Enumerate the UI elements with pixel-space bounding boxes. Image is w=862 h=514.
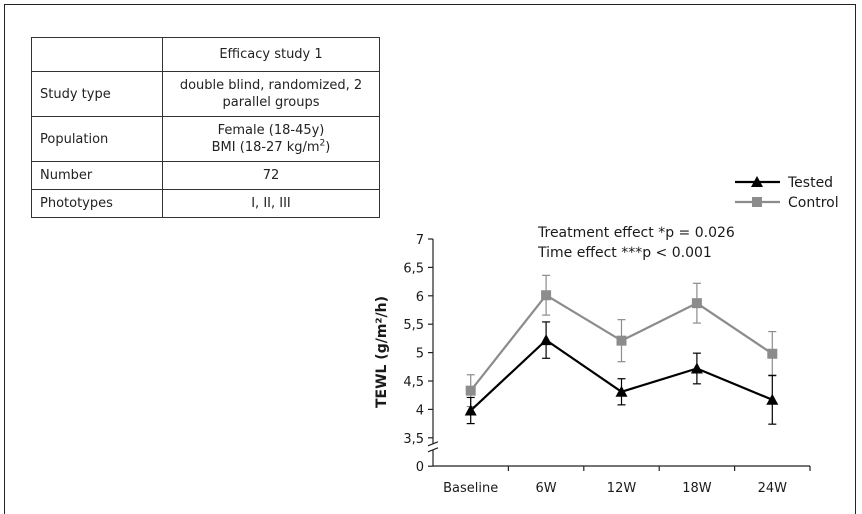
data-point-tested xyxy=(464,404,477,416)
time-effect-annotation: Time effect ***p < 0.001 xyxy=(537,245,712,261)
bmi-superscript: 2 xyxy=(319,138,326,149)
table-header-cell-study: Efficacy study 1 xyxy=(162,37,380,72)
table-row: Population Female (18-45y) BMI (18-27 kg… xyxy=(31,116,380,162)
legend-item-tested: Tested xyxy=(735,175,833,191)
y-tick-label: 4,5 xyxy=(403,375,424,390)
legend-marker xyxy=(751,176,763,187)
table-row-label: Population xyxy=(31,116,163,162)
table-row-value: double blind, randomized, 2 parallel gro… xyxy=(162,71,380,117)
figure-frame xyxy=(4,4,856,514)
data-point-control xyxy=(691,298,702,309)
chart-series xyxy=(464,274,779,425)
x-tick-label: 12W xyxy=(607,481,637,496)
population-line-1: Female (18-45y) xyxy=(217,123,325,138)
table-row: Phototypes I, II, III xyxy=(31,189,380,218)
axis-break-mark xyxy=(427,447,439,453)
y-tick-label: 7 xyxy=(416,233,424,248)
legend-label: Control xyxy=(788,195,839,211)
y-tick-label: 3,5 xyxy=(403,432,424,447)
y-tick-label: 6,5 xyxy=(403,261,424,276)
chart-legend: Tested Control xyxy=(735,175,839,211)
x-tick-label: 24W xyxy=(758,481,788,496)
bmi-text: BMI (18-27 kg/m xyxy=(211,140,320,155)
treatment-effect-annotation: Treatment effect *p = 0.026 xyxy=(537,225,735,241)
population-line-2: BMI (18-27 kg/m2) xyxy=(171,139,371,156)
table-row-value: Female (18-45y) BMI (18-27 kg/m2) xyxy=(162,116,380,162)
y-tick-label: 6 xyxy=(416,290,424,305)
data-point-control xyxy=(465,385,476,396)
table-header-cell-empty xyxy=(31,37,163,72)
x-tick-label: 6W xyxy=(536,481,557,496)
study-info-table: Efficacy study 1 Study type double blind… xyxy=(31,37,380,218)
data-point-tested xyxy=(615,385,628,397)
data-point-tested xyxy=(540,334,553,346)
data-point-control xyxy=(616,335,627,346)
x-tick-label: 18W xyxy=(682,481,712,496)
legend-label: Tested xyxy=(787,175,833,191)
axis-break-mark xyxy=(427,441,439,447)
data-point-tested xyxy=(766,393,779,405)
data-point-control xyxy=(767,348,778,359)
table-row-label: Study type xyxy=(31,71,163,117)
y-axis-label: TEWL (g/m²/h) xyxy=(374,296,390,408)
table-row-label: Phototypes xyxy=(31,189,163,218)
bmi-tail: ) xyxy=(325,140,331,155)
chart-axes: 0 3,5 4 4,5 5 5,5 6 6,5 7 Baseline 6W 12W 18W 24W xyxy=(403,233,811,496)
y-tick-label: 5 xyxy=(416,347,424,362)
data-point-control xyxy=(541,290,552,301)
table-row: Number 72 xyxy=(31,161,380,190)
y-tick-label: 5,5 xyxy=(403,318,424,333)
data-point-tested xyxy=(690,362,703,374)
legend-item-control: Control xyxy=(735,195,839,211)
legend-marker xyxy=(752,197,762,207)
table-header-row: Efficacy study 1 xyxy=(31,37,380,72)
table-row-value: 72 xyxy=(162,161,380,190)
series-tested xyxy=(464,321,779,425)
table-row-label: Number xyxy=(31,161,163,190)
x-tick-label: Baseline xyxy=(443,481,498,496)
y-tick-label: 0 xyxy=(416,460,424,475)
table-row: Study type double blind, randomized, 2 p… xyxy=(31,71,380,117)
table-row-value: I, II, III xyxy=(162,189,380,218)
y-tick-label: 4 xyxy=(416,403,424,418)
